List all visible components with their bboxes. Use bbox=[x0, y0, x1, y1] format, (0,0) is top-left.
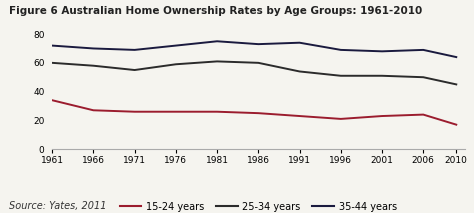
Text: Source: Yates, 2011: Source: Yates, 2011 bbox=[9, 201, 107, 211]
Legend: 15-24 years, 25-34 years, 35-44 years: 15-24 years, 25-34 years, 35-44 years bbox=[116, 198, 401, 213]
Text: Figure 6 Australian Home Ownership Rates by Age Groups: 1961-2010: Figure 6 Australian Home Ownership Rates… bbox=[9, 6, 423, 16]
